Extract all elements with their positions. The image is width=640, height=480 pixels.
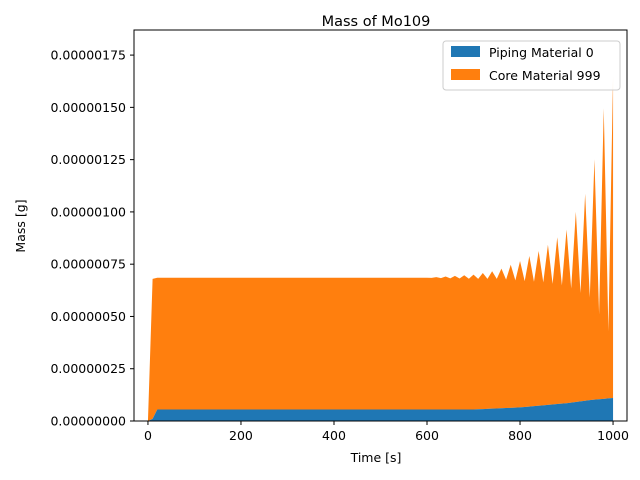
x-tick-label: 1000: [597, 428, 629, 443]
legend-swatch-core: [451, 69, 480, 80]
x-tick-label: 200: [229, 428, 253, 443]
area-piping-material-0: [147, 398, 614, 421]
legend-label-core: Core Material 999: [489, 68, 601, 83]
y-tick-label: 0.00000150: [50, 100, 126, 115]
y-tick-label: 0.00000050: [50, 309, 126, 324]
legend-frame: [442, 40, 621, 91]
y-tick-label: 0.00000025: [50, 361, 126, 376]
chart-title: Mass of Mo109: [322, 14, 431, 30]
x-tick-label: 800: [508, 428, 532, 443]
legend-swatch-piping: [451, 46, 480, 57]
x-axis-label: Time [s]: [350, 450, 402, 465]
area-layer: [147, 76, 614, 421]
x-tick-label: 400: [322, 428, 346, 443]
plot-frame: [133, 29, 628, 422]
y-axis: 0.00000000 0.00000025 0.00000050 0.00000075…: [50, 48, 134, 429]
x-tick-label: 0: [144, 428, 152, 443]
y-tick-label: 0.00000075: [50, 257, 126, 272]
legend: Piping Material 0 Core Material 999: [442, 40, 621, 91]
y-tick-label: 0.00000000: [50, 414, 126, 429]
y-tick-label: 0.00000175: [50, 48, 126, 63]
y-axis-label: Mass [g]: [13, 199, 28, 252]
legend-label-piping: Piping Material 0: [489, 45, 594, 60]
area-core-material-999: [147, 76, 614, 421]
x-tick-label: 600: [415, 428, 439, 443]
x-axis: 0 200 400 600 800 1000: [144, 421, 629, 443]
y-tick-label: 0.00000125: [50, 152, 126, 167]
y-tick-label: 0.00000100: [50, 204, 126, 219]
